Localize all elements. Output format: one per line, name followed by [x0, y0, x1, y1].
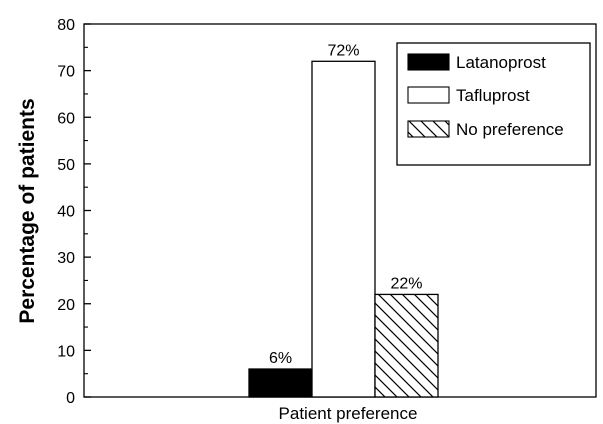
data-label: 22%: [390, 275, 422, 292]
data-label: 6%: [269, 350, 292, 367]
x-axis-title: Patient preference: [279, 404, 418, 423]
y-tick-label: 70: [57, 64, 75, 81]
legend-label: No preference: [456, 120, 564, 139]
legend-label: Latanoprost: [456, 53, 546, 72]
legend-swatch: [408, 54, 449, 70]
legend-swatch: [408, 121, 449, 137]
y-tick-label: 40: [57, 204, 75, 221]
legend-label: Tafluprost: [456, 86, 530, 105]
data-label: 72%: [327, 42, 359, 59]
y-tick-label: 30: [57, 250, 75, 267]
y-tick-label: 10: [57, 343, 75, 360]
bar-latanoprost: [249, 369, 312, 397]
legend: Latanoprost Tafluprost No preference: [397, 43, 590, 165]
y-axis: 0 10 20 30 40 50 60 70 80: [57, 17, 91, 407]
y-tick-label: 80: [57, 17, 75, 34]
y-tick-label: 0: [66, 390, 75, 407]
y-tick-label: 20: [57, 297, 75, 314]
y-tick-label: 50: [57, 157, 75, 174]
y-axis-title: Percentage of patients: [16, 98, 39, 323]
y-tick-label: 60: [57, 110, 75, 127]
bar-tafluprost: [312, 61, 375, 397]
bar-no-preference: [375, 294, 438, 397]
legend-swatch: [408, 87, 449, 103]
